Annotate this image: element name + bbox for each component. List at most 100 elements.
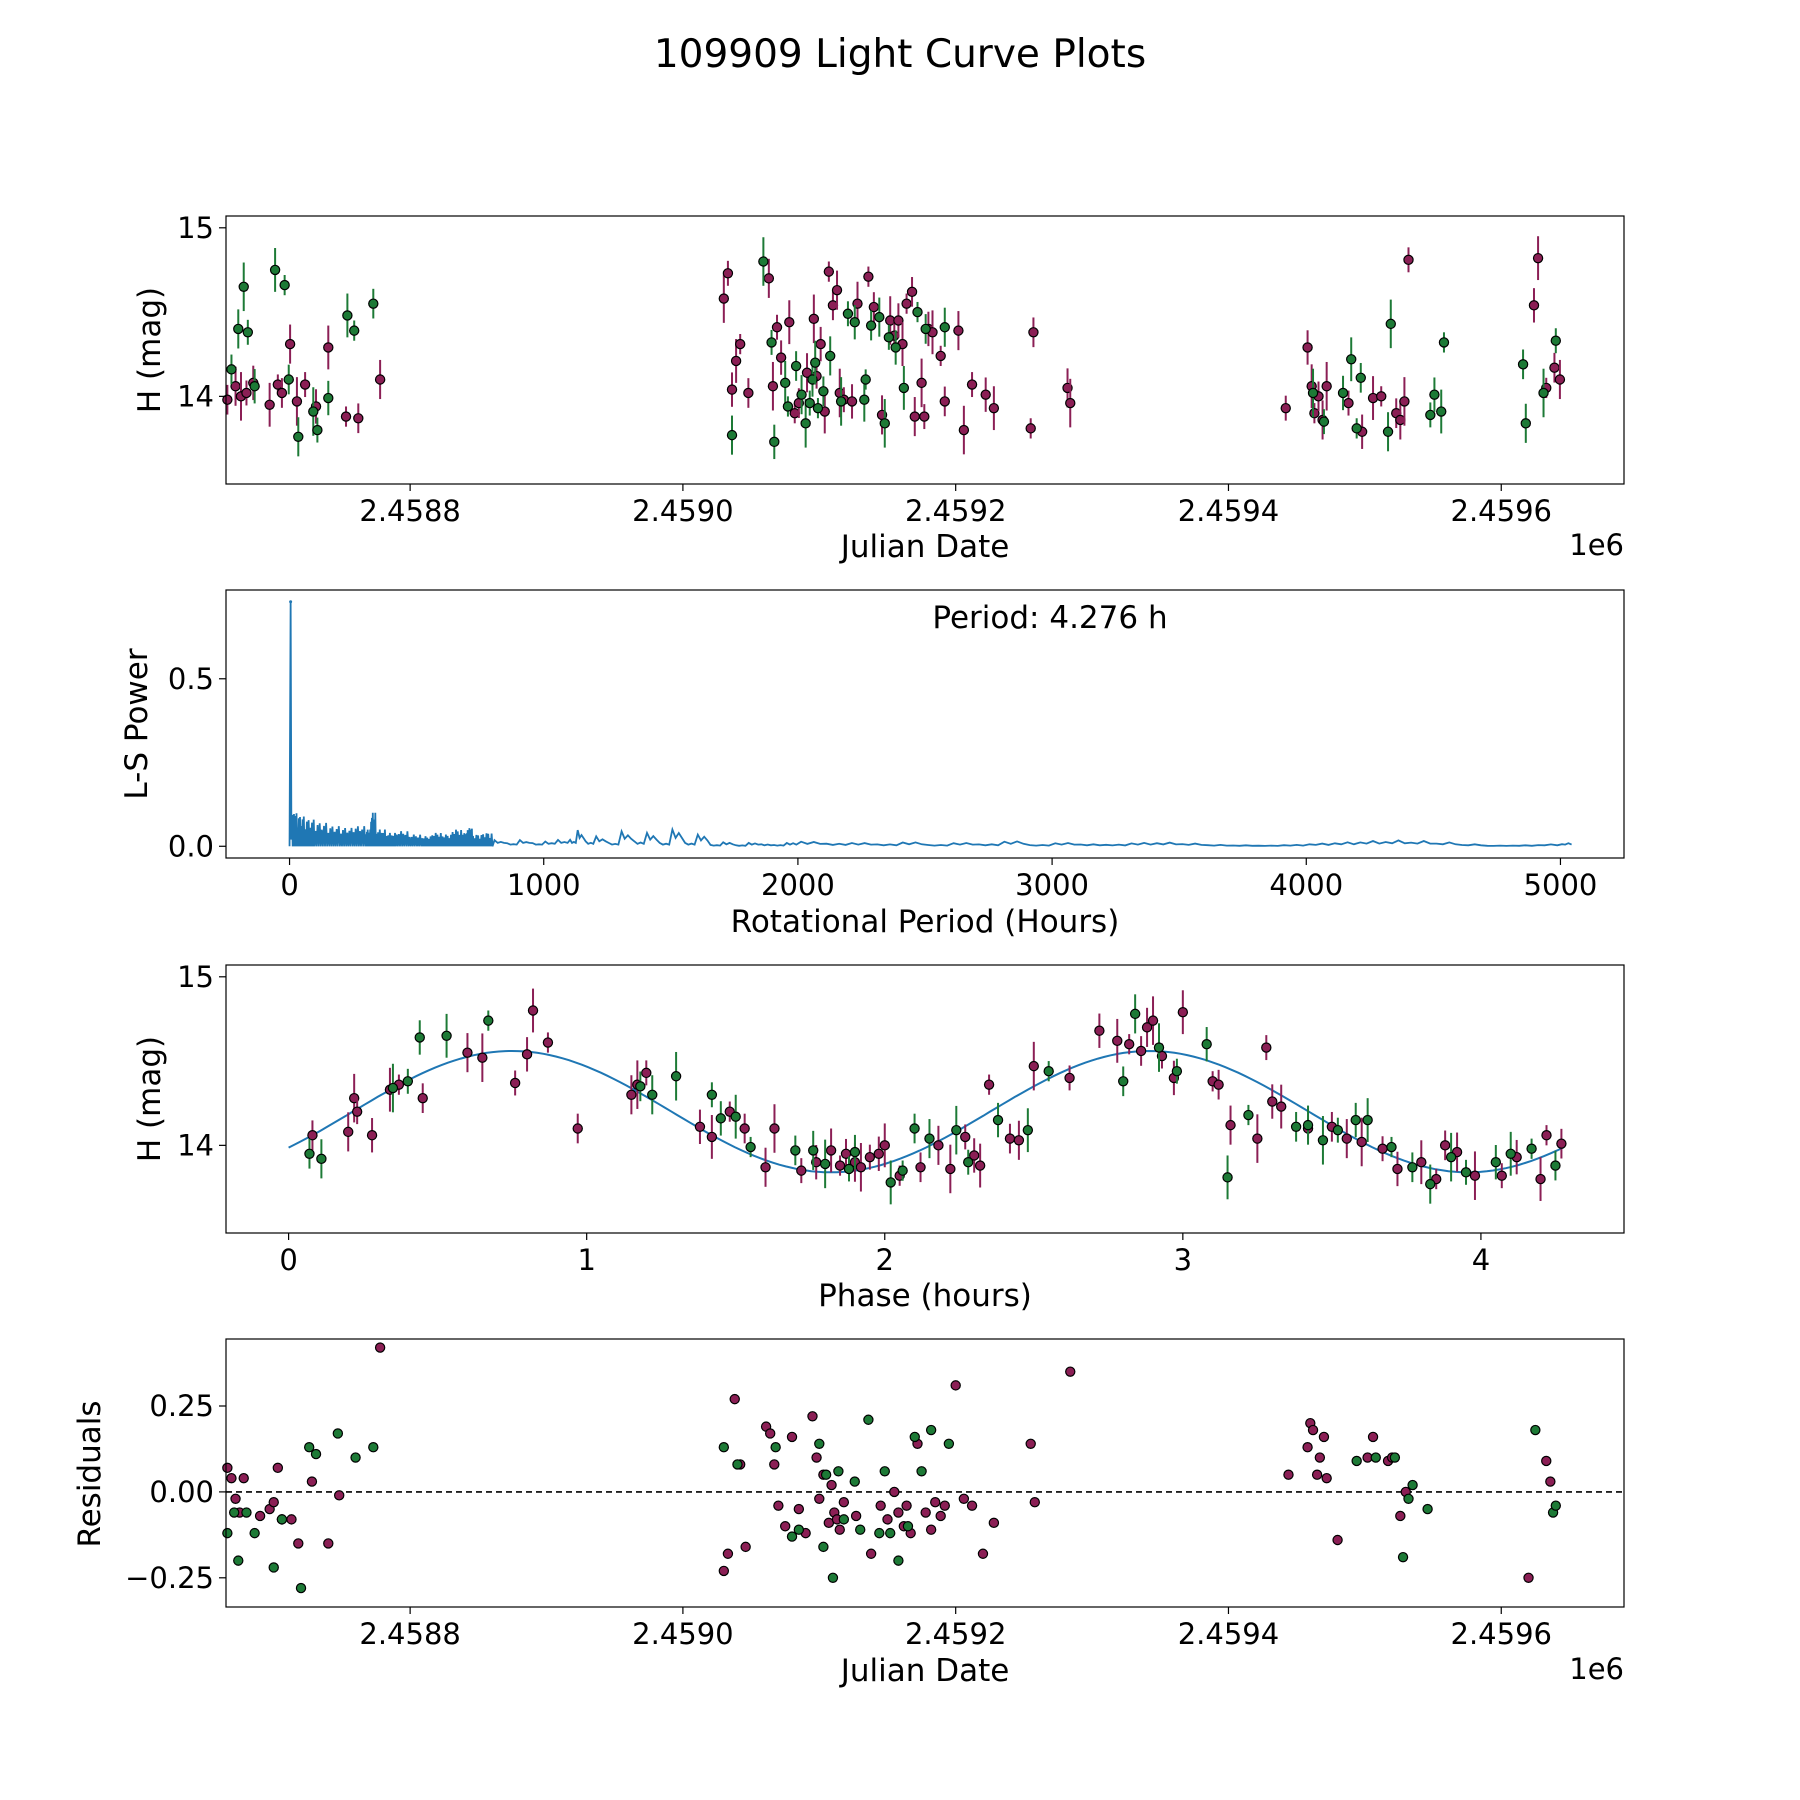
resid-point-r-44 bbox=[893, 1507, 904, 1518]
phase-point-g-46 bbox=[1490, 1157, 1502, 1168]
phase-point-r-44 bbox=[1028, 1060, 1039, 1072]
lc-point-g-53 bbox=[1429, 389, 1440, 400]
phase-point-r-47 bbox=[1112, 1035, 1123, 1047]
lc-point-r-0 bbox=[222, 394, 233, 405]
lc-point-r-20 bbox=[734, 338, 746, 350]
lc-point-g-44 bbox=[1307, 387, 1319, 399]
resid-point-r-40 bbox=[865, 1548, 877, 1559]
phase-point-r-24 bbox=[796, 1165, 807, 1176]
resid-point-g-38 bbox=[1389, 1452, 1401, 1463]
lc-point-g-51 bbox=[1385, 318, 1396, 330]
phase-point-r-14 bbox=[572, 1123, 583, 1134]
phase-point-g-9 bbox=[670, 1071, 682, 1082]
lc-point-r-52 bbox=[919, 411, 930, 422]
resid-point-r-53 bbox=[939, 1500, 950, 1511]
resid-point-g-15 bbox=[770, 1442, 781, 1453]
phase-point-r-54 bbox=[1177, 1006, 1189, 1018]
lc-point-g-39 bbox=[890, 342, 901, 353]
lc-point-g-57 bbox=[1520, 418, 1531, 429]
resid-point-g-19 bbox=[818, 1541, 829, 1553]
phase-point-r-60 bbox=[1267, 1096, 1278, 1107]
phase-point-g-29 bbox=[1129, 1008, 1141, 1020]
resid-point-g-14 bbox=[732, 1459, 743, 1470]
resid-point-r-63 bbox=[1302, 1442, 1313, 1453]
resid-point-r-23 bbox=[769, 1459, 780, 1470]
lc-point-r-17 bbox=[722, 268, 734, 279]
lc-point-r-23 bbox=[767, 381, 779, 392]
lc-point-r-42 bbox=[868, 301, 880, 313]
lc-point-g-7 bbox=[283, 374, 294, 385]
phase-point-g-1 bbox=[316, 1153, 327, 1165]
ls-period-annotation: Period: 4.276 h bbox=[932, 600, 1167, 636]
resid-point-r-4 bbox=[238, 1472, 249, 1484]
lc-point-g-30 bbox=[835, 396, 847, 407]
phase-xtick-label-1: 1 bbox=[577, 1243, 595, 1277]
lc-point-g-8 bbox=[293, 431, 304, 443]
phase-point-g-37 bbox=[1317, 1135, 1329, 1146]
resid-point-g-28 bbox=[879, 1466, 890, 1477]
resid-point-r-20 bbox=[740, 1541, 751, 1553]
resid-point-r-24 bbox=[773, 1500, 784, 1511]
resid-offset-label: 1e6 bbox=[1569, 1652, 1624, 1686]
resid-point-g-32 bbox=[909, 1431, 920, 1443]
phase-point-g-41 bbox=[1386, 1141, 1397, 1153]
resid-point-g-6 bbox=[276, 1514, 288, 1525]
lc-point-r-34 bbox=[823, 266, 835, 277]
resid-point-r-60 bbox=[1029, 1497, 1040, 1508]
lc-point-g-55 bbox=[1438, 337, 1450, 348]
resid-point-r-55 bbox=[958, 1493, 970, 1504]
lc-point-r-61 bbox=[988, 402, 1000, 414]
phase-point-g-22 bbox=[924, 1133, 935, 1144]
phase-point-r-76 bbox=[1541, 1130, 1552, 1141]
resid-point-g-9 bbox=[310, 1448, 322, 1460]
lc-ytick-label-1: 15 bbox=[177, 211, 214, 245]
phase-point-g-44 bbox=[1445, 1151, 1457, 1163]
resid-point-g-12 bbox=[368, 1442, 379, 1453]
resid-point-r-10 bbox=[286, 1514, 297, 1525]
resid-point-r-42 bbox=[882, 1514, 893, 1525]
resid-xtick-label-2: 2.4592 bbox=[905, 1617, 1006, 1651]
resid-point-g-10 bbox=[332, 1428, 344, 1439]
ls-power-line bbox=[288, 601, 1572, 847]
resid-point-r-78 bbox=[1541, 1455, 1552, 1467]
phase-point-r-36 bbox=[933, 1140, 944, 1151]
resid-point-r-75 bbox=[1395, 1510, 1406, 1522]
lc-point-r-46 bbox=[893, 315, 904, 326]
resid-point-r-15 bbox=[374, 1342, 386, 1353]
resid-point-r-39 bbox=[850, 1510, 862, 1522]
lc-point-r-55 bbox=[935, 350, 946, 362]
lc-point-r-41 bbox=[863, 271, 874, 282]
ls-xtick-label-4: 4000 bbox=[1269, 868, 1343, 902]
resid-point-r-68 bbox=[1318, 1431, 1330, 1443]
ls-ylabel: L-S Power bbox=[119, 648, 155, 799]
phase-point-g-3 bbox=[402, 1076, 414, 1087]
phase-point-r-68 bbox=[1416, 1157, 1427, 1168]
phase-fit-curve bbox=[288, 1049, 1564, 1174]
resid-point-r-8 bbox=[272, 1462, 284, 1474]
panel-residuals: 2.4588 2.4590 2.4592 2.4594 2.4596 −0.25 0.00 0… bbox=[72, 1338, 1625, 1689]
resid-marks bbox=[222, 1342, 1624, 1594]
lc-point-r-65 bbox=[1065, 397, 1076, 409]
resid-point-r-12 bbox=[306, 1476, 318, 1487]
phase-point-g-48 bbox=[1526, 1143, 1537, 1154]
resid-point-g-40 bbox=[1403, 1493, 1414, 1504]
phase-point-r-15 bbox=[626, 1089, 637, 1100]
lc-point-r-3 bbox=[241, 387, 252, 399]
resid-xtick-label-4: 2.4596 bbox=[1451, 1617, 1552, 1651]
resid-point-r-2 bbox=[230, 1493, 241, 1504]
phase-point-r-32 bbox=[873, 1148, 884, 1159]
resid-point-r-79 bbox=[1545, 1476, 1556, 1487]
phase-point-g-47 bbox=[1505, 1148, 1516, 1159]
lc-axes-frame bbox=[225, 215, 1625, 485]
resid-point-r-67 bbox=[1314, 1452, 1326, 1463]
phase-point-g-32 bbox=[1201, 1039, 1212, 1050]
lc-point-r-57 bbox=[953, 325, 964, 336]
phase-point-r-65 bbox=[1356, 1136, 1367, 1148]
resid-xlabel: Julian Date bbox=[839, 1653, 1010, 1689]
resid-point-r-56 bbox=[966, 1500, 978, 1511]
phase-point-r-59 bbox=[1261, 1042, 1272, 1053]
lc-point-g-24 bbox=[804, 397, 815, 409]
resid-point-r-0 bbox=[222, 1462, 233, 1474]
resid-point-g-24 bbox=[849, 1476, 860, 1487]
phase-point-r-13 bbox=[542, 1037, 554, 1048]
